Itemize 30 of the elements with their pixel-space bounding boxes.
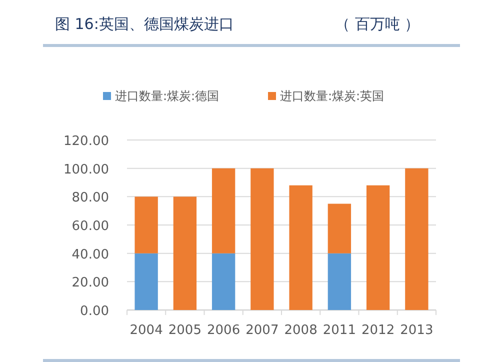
x-tick-label: 2004 (130, 323, 163, 338)
y-tick-label: 80.00 (72, 190, 109, 206)
bar (134, 253, 158, 310)
x-tick-label: 2005 (168, 323, 202, 338)
legend-item: 进口数量:煤炭:德国 (103, 89, 220, 103)
chart-title: 图 16:英国、德国煤炭进口 (55, 15, 234, 33)
x-tick-label: 2013 (400, 323, 434, 338)
y-tick-label: 0.00 (80, 304, 109, 319)
bar (328, 204, 352, 254)
legend-item: 进口数量:煤炭:英国 (268, 89, 384, 103)
y-tick-label: 60.00 (72, 219, 109, 234)
y-tick-label: 20.00 (72, 276, 109, 291)
x-tick-label: 2007 (246, 323, 279, 338)
bar (366, 185, 390, 310)
bar (250, 168, 274, 310)
bar (173, 196, 197, 310)
chart-subtitle: （ 百万吨 ） (335, 15, 420, 33)
bar (212, 168, 236, 254)
y-tick-label: 100.00 (64, 162, 109, 178)
x-tick-label: 2011 (322, 323, 356, 338)
y-tick-label: 120.00 (64, 134, 109, 149)
y-tick-label: 40.00 (72, 247, 109, 262)
bar (212, 253, 236, 310)
bar (134, 196, 158, 254)
x-tick-label: 2012 (362, 323, 395, 338)
bar (328, 253, 352, 310)
x-tick-label: 2006 (207, 323, 240, 338)
bar (289, 185, 312, 310)
x-tick-label: 2008 (284, 323, 318, 338)
bar (405, 168, 428, 310)
